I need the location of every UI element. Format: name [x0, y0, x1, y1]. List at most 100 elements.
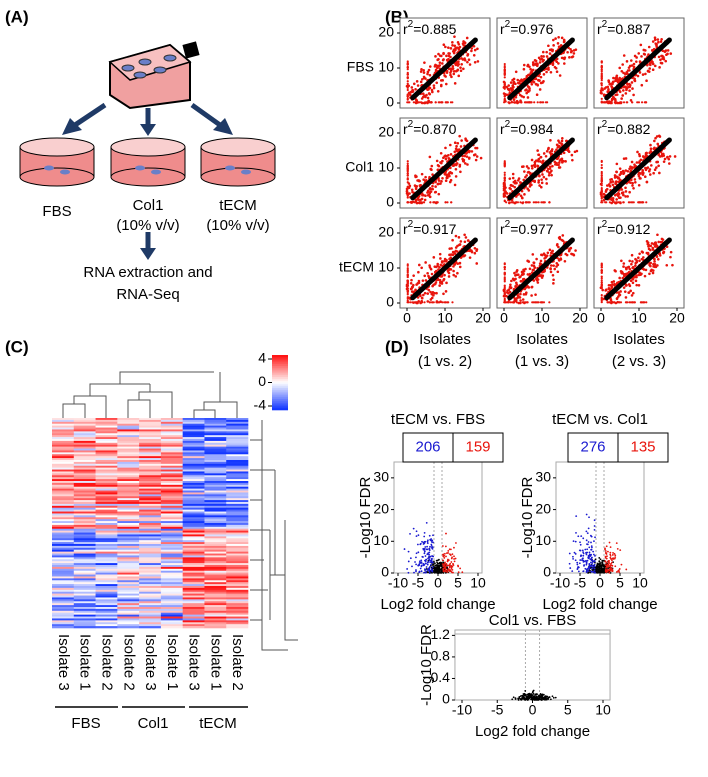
scatter-point [527, 260, 530, 263]
scatter-point [601, 84, 603, 86]
heatmap-cell [183, 620, 205, 622]
colorbar-segment [272, 383, 288, 385]
heatmap-cell [117, 449, 139, 451]
scatter-point [460, 69, 463, 72]
volcano-point [591, 568, 593, 570]
heatmap-cell [96, 464, 118, 466]
scatter-point [569, 247, 572, 250]
volcano-point [606, 558, 608, 560]
heatmap-cell [74, 533, 96, 535]
volcano-point [606, 545, 608, 547]
heatmap-cell [74, 565, 96, 567]
x-tick-label: 5 [616, 575, 624, 591]
heatmap-cell [204, 452, 226, 454]
scatter-point [631, 87, 634, 90]
volcano-point [580, 554, 582, 556]
heatmap-cell [204, 439, 226, 441]
scatter-point [669, 155, 672, 158]
scatter-point [453, 70, 456, 73]
scatter-point [523, 193, 526, 196]
scatter-point [438, 266, 441, 269]
heatmap-cell [74, 605, 96, 607]
heatmap-cell [96, 542, 118, 544]
heatmap-cell [117, 479, 139, 481]
scatter-point [522, 96, 525, 99]
scatter-point [638, 252, 641, 255]
heatmap-cell [183, 523, 205, 525]
column-label: Isolate 3 [142, 634, 159, 691]
heatmap-cell [204, 485, 226, 487]
volcano-point [446, 565, 448, 567]
heatmap-cell [139, 580, 161, 582]
heatmap-cell [139, 466, 161, 468]
scatter-point [640, 55, 643, 58]
heatmap-cell [96, 576, 118, 578]
volcano-point [588, 568, 590, 570]
scatter-point [476, 248, 479, 251]
heatmap-cell [52, 491, 74, 493]
heatmap-cell [117, 464, 139, 466]
scatter-point [523, 64, 526, 67]
heatmap-cell [139, 450, 161, 452]
heatmap-cell [161, 559, 183, 561]
heatmap-cell [96, 502, 118, 504]
heatmap-cell [117, 445, 139, 447]
heatmap-cell [52, 433, 74, 435]
heatmap-cell [161, 435, 183, 437]
heatmap-cell [74, 622, 96, 624]
scatter-point [648, 272, 651, 275]
volcano-point [594, 572, 596, 574]
scatter-point [532, 269, 535, 272]
heatmap-cell [139, 456, 161, 458]
scatter-point [654, 263, 657, 266]
scatter-point [406, 190, 409, 193]
scatter-point [625, 267, 628, 270]
scatter-point [407, 270, 409, 272]
scatter-point [601, 60, 603, 62]
scatter-point [454, 82, 457, 85]
heatmap-cell [139, 477, 161, 479]
heatmap-cell [74, 588, 96, 590]
heatmap-cell [161, 513, 183, 515]
heatmap-cell [161, 594, 183, 596]
heatmap-cell [161, 588, 183, 590]
heatmap-cell [139, 599, 161, 601]
scatter-point [434, 65, 437, 68]
heatmap-cell [226, 569, 248, 571]
heatmap-cell [74, 508, 96, 510]
scatter-point [456, 262, 459, 265]
scatter-point [429, 201, 431, 203]
scatter-point [631, 184, 634, 187]
heatmap-cell [139, 443, 161, 445]
heatmap-cell [139, 607, 161, 609]
scatter-point [533, 261, 536, 264]
volcano-point [609, 542, 611, 544]
heatmap-cell [139, 569, 161, 571]
heatmap-cell [52, 456, 74, 458]
heatmap-cell [226, 456, 248, 458]
scatter-point [601, 187, 603, 189]
scatter-point [448, 254, 451, 257]
scatter-point [436, 66, 439, 69]
heatmap-cell [139, 498, 161, 500]
heatmap-cell [226, 470, 248, 472]
heatmap-cell [161, 437, 183, 439]
heatmap-cell [226, 429, 248, 431]
heatmap-cell [74, 596, 96, 598]
scatter-point [431, 285, 434, 288]
heatmap-cell [183, 521, 205, 523]
volcano-point [421, 566, 423, 568]
volcano-point [426, 522, 428, 524]
volcano-point [625, 569, 627, 571]
scatter-point [407, 287, 409, 289]
scatter-point [423, 61, 426, 64]
heatmap-cell [183, 470, 205, 472]
heatmap-cell [96, 454, 118, 456]
x-tick-label: 20 [475, 310, 491, 326]
heatmap-cell [204, 420, 226, 422]
scatter-point [447, 157, 450, 160]
scatter-point [607, 88, 610, 91]
heatmap-cell [96, 426, 118, 428]
scatter-point [407, 64, 409, 66]
scatter-point [532, 69, 535, 72]
